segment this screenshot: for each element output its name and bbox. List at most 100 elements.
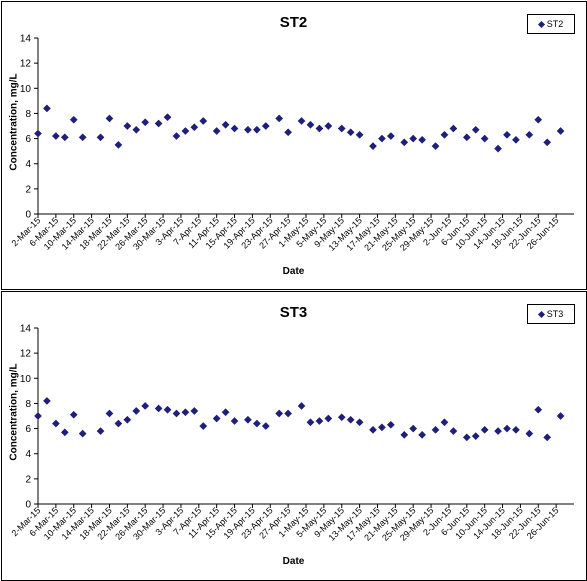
- data-point: [252, 125, 261, 134]
- data-point: [132, 407, 141, 415]
- data-point: [154, 404, 163, 413]
- data-point: [172, 409, 181, 418]
- y-tick-label: 10: [20, 84, 32, 95]
- data-point: [480, 134, 489, 143]
- legend-label: ST2: [546, 19, 564, 29]
- data-point: [355, 130, 364, 139]
- data-point: [400, 430, 409, 439]
- data-point: [346, 415, 355, 424]
- data-point: [51, 132, 60, 141]
- data-point: [199, 117, 208, 125]
- data-point: [471, 432, 480, 441]
- data-point: [284, 409, 293, 418]
- data-point: [297, 117, 306, 125]
- data-point: [221, 408, 230, 417]
- data-point: [400, 138, 409, 147]
- plot-area: 024681012142-Mar-156-Mar-1510-Mar-1514-M…: [10, 324, 574, 543]
- data-point: [556, 127, 565, 135]
- data-point: [114, 419, 123, 428]
- data-point: [315, 417, 324, 425]
- data-point: [337, 413, 346, 422]
- data-point: [221, 120, 230, 129]
- data-point: [275, 114, 284, 123]
- data-point: [78, 133, 87, 142]
- data-point: [462, 433, 471, 442]
- data-point: [69, 115, 78, 124]
- data-point: [78, 429, 87, 438]
- data-point: [494, 144, 503, 153]
- data-point: [306, 120, 315, 129]
- data-point: [105, 114, 114, 123]
- data-point: [212, 127, 221, 135]
- data-point: [462, 133, 471, 142]
- y-tick-label: 4: [25, 449, 31, 460]
- data-point: [190, 407, 199, 415]
- data-point: [105, 409, 114, 418]
- y-tick-label: 14: [20, 34, 32, 45]
- y-tick-label: 2: [25, 474, 31, 485]
- data-point: [284, 128, 293, 137]
- data-point: [440, 130, 449, 139]
- data-point: [377, 134, 386, 143]
- data-point: [449, 124, 458, 133]
- data-point: [261, 122, 270, 130]
- data-point: [261, 422, 270, 431]
- data-point: [449, 427, 458, 436]
- data-point: [511, 135, 520, 144]
- chart-title: ST2: [279, 14, 308, 31]
- data-point: [431, 425, 440, 434]
- data-point: [123, 415, 132, 424]
- data-point: [386, 420, 395, 429]
- data-point: [324, 414, 333, 423]
- data-point: [123, 122, 132, 130]
- data-point: [324, 122, 333, 130]
- data-point: [534, 405, 543, 414]
- data-point: [190, 123, 199, 132]
- data-point: [154, 119, 163, 128]
- data-point: [369, 142, 377, 151]
- plot-area: 024681012142-Mar-156-Mar-1510-Mar-1514-M…: [10, 34, 574, 253]
- y-tick-label: 14: [20, 324, 32, 335]
- data-point: [440, 418, 449, 427]
- data-point: [199, 422, 208, 431]
- y-tick-label: 12: [20, 59, 32, 70]
- x-axis-title: Date: [282, 556, 305, 567]
- data-point: [494, 427, 503, 436]
- data-point: [409, 134, 418, 143]
- data-point: [114, 140, 123, 149]
- data-point: [480, 425, 489, 434]
- chart-panel-st3: ST3 ST3 Concentration, mg/L Date 0 2 4 6 8 10…: [0, 290, 587, 581]
- x-axis-title: Date: [282, 266, 305, 277]
- data-point: [243, 415, 252, 424]
- data-point: [556, 412, 565, 420]
- y-tick-label: 8: [25, 109, 31, 120]
- data-point: [42, 104, 51, 113]
- data-point: [306, 418, 315, 427]
- data-point: [34, 129, 42, 138]
- data-point: [69, 410, 78, 419]
- data-point: [42, 396, 51, 405]
- data-point: [337, 124, 346, 133]
- legend-label: ST3: [546, 309, 564, 319]
- data-point: [525, 429, 534, 438]
- data-point: [181, 408, 190, 417]
- data-point: [386, 132, 395, 141]
- data-point: [60, 133, 69, 142]
- data-point: [141, 118, 150, 127]
- data-point: [60, 428, 69, 437]
- data-point: [212, 414, 221, 423]
- data-point: [163, 113, 172, 122]
- y-tick-label: 6: [25, 424, 31, 435]
- data-point: [34, 412, 42, 420]
- data-point: [96, 427, 105, 436]
- y-tick-label: 2: [25, 184, 31, 195]
- data-point: [315, 124, 324, 133]
- data-point: [163, 405, 172, 414]
- data-point: [377, 423, 386, 432]
- data-point: [96, 133, 105, 142]
- chart-title: ST3: [279, 304, 308, 321]
- chart-panel-st2: ST2 ST2 Concentration, mg/L Date 0 2 4 6 8 10…: [0, 0, 587, 290]
- data-point: [503, 130, 511, 139]
- y-tick-label: 0: [25, 500, 31, 511]
